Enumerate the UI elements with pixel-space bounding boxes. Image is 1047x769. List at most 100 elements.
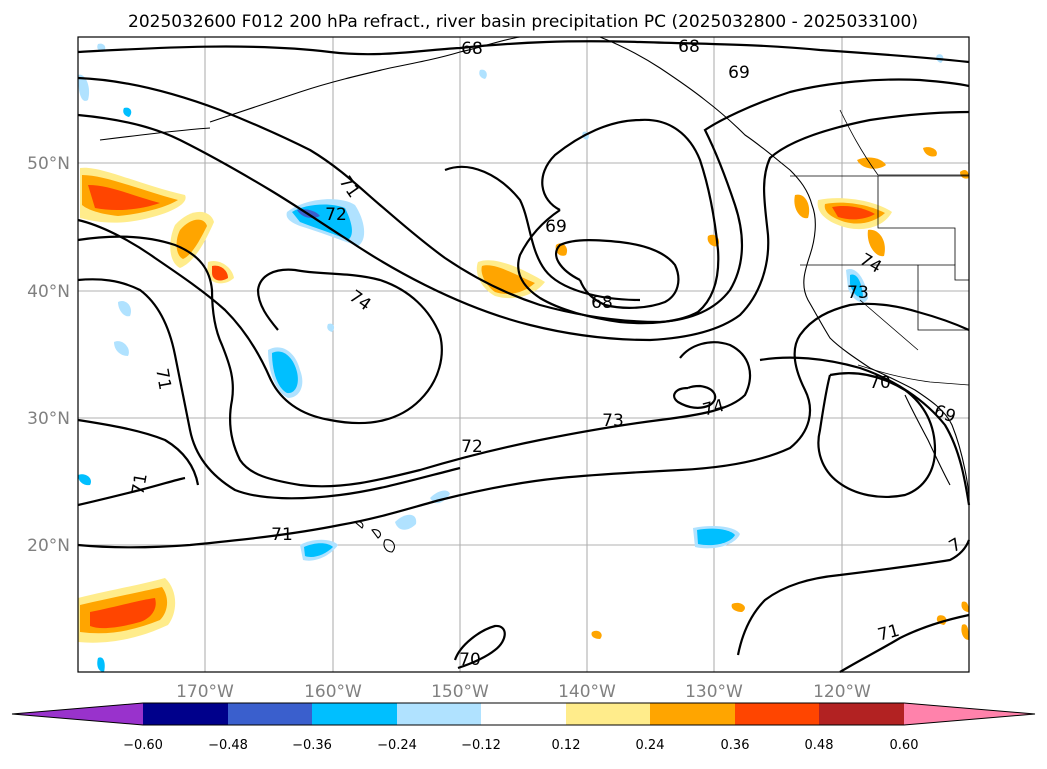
contour-label: 68 — [591, 293, 613, 313]
positive-anomaly-region — [88, 185, 160, 211]
colorbar-tick-label: −0.48 — [208, 738, 248, 753]
positive-anomaly-region — [923, 147, 937, 157]
colorbar-tick-label: 0.48 — [805, 738, 834, 753]
aleutian-coastline — [209, 36, 521, 123]
negative-anomaly-region — [78, 74, 90, 101]
negative-anomaly-region — [430, 490, 450, 504]
lon-label-160w: 160°W — [304, 682, 362, 702]
contour-69 — [77, 76, 970, 324]
contour-label: 70 — [869, 373, 891, 393]
negative-anomaly-region — [114, 341, 129, 356]
negative-anomaly-region — [395, 514, 417, 530]
negative-anomaly-region — [304, 543, 333, 557]
negative-anomaly-region — [479, 69, 487, 79]
lon-label-130w: 130°W — [685, 682, 743, 702]
colorbar-bin — [228, 703, 312, 725]
colorbar-tick-label: −0.12 — [461, 738, 501, 753]
contour-label: 69 — [728, 63, 750, 83]
contour-68 — [77, 40, 970, 64]
contour-73 — [77, 235, 752, 488]
lon-label-120w: 120°W — [813, 682, 871, 702]
positive-anomaly-region — [867, 229, 885, 257]
colorbar-tick-label: −0.24 — [377, 738, 417, 753]
negative-anomaly-region — [78, 474, 91, 486]
colorbar-tick-label: 0.24 — [636, 738, 665, 753]
negative-anomaly-region — [327, 323, 335, 332]
mexico-border — [857, 364, 970, 386]
colorbar-extend-max — [904, 703, 1035, 725]
contour-70-south — [453, 624, 506, 670]
latitude-labels: 50°N 40°N 30°N 20°N — [27, 154, 70, 556]
map-background — [78, 37, 969, 672]
colorbar: −0.60 −0.48 −0.36 −0.24 −0.12 0.12 0.24 … — [11, 702, 1036, 753]
colorbar-extend-min — [12, 703, 143, 725]
negative-anomaly-region — [850, 274, 863, 298]
positive-anomaly-region — [961, 624, 969, 640]
colorbar-bin — [650, 703, 735, 725]
colorbar-bin — [481, 703, 566, 725]
negative-anomaly-region — [123, 107, 132, 117]
positive-anomaly-region — [960, 170, 969, 179]
map-title: 2025032600 F012 200 hPa refract., river … — [128, 12, 918, 32]
state-border — [800, 264, 969, 281]
lat-label-40n: 40°N — [27, 282, 70, 302]
positive-anomaly-region — [212, 265, 228, 281]
contour-label: 72 — [461, 437, 483, 457]
lat-label-50n: 50°N — [27, 154, 70, 174]
colorbar-tick-label: 0.12 — [552, 738, 581, 753]
contour-label: 68 — [461, 39, 483, 59]
map-frame — [77, 36, 970, 673]
colorbar-bin — [566, 703, 650, 725]
colorbar-bin — [143, 703, 228, 725]
state-borders — [790, 109, 970, 386]
precip-anomaly-fills — [78, 43, 969, 672]
lat-label-20n: 20°N — [27, 536, 70, 556]
coastlines — [99, 36, 970, 553]
baja-coastline — [904, 394, 951, 486]
contour-label: 71 — [128, 472, 151, 497]
colorbar-bin — [735, 703, 819, 725]
positive-anomaly-region — [90, 598, 156, 629]
colorbar-bin — [819, 703, 904, 725]
colorbar-tick-label: 0.60 — [890, 738, 919, 753]
positive-anomaly-region — [961, 601, 969, 612]
negative-anomaly-region — [97, 657, 105, 672]
colorbar-ticks: −0.60 −0.48 −0.36 −0.24 −0.12 0.12 0.24 … — [123, 738, 918, 753]
state-border — [859, 299, 919, 351]
gridlines — [78, 37, 969, 672]
contour-71-se — [839, 613, 970, 673]
contour-label: 73 — [602, 411, 624, 431]
contour-71-left — [77, 418, 200, 486]
contour-74-small — [673, 384, 717, 409]
lon-label-140w: 140°W — [558, 682, 616, 702]
lon-label-150w: 150°W — [431, 682, 489, 702]
positive-anomaly-region — [731, 602, 745, 612]
lat-label-30n: 30°N — [27, 409, 70, 429]
map-panel: 68 68 69 69 68 71 72 74 71 71 71 73 72 7… — [77, 36, 971, 673]
canada-us-border — [839, 109, 969, 176]
contour-68-closed — [555, 239, 680, 309]
colorbar-tick-label: −0.36 — [292, 738, 332, 753]
refractivity-contours — [77, 40, 971, 673]
contour-70 — [77, 110, 970, 342]
colorbar-tick-label: 0.36 — [721, 738, 750, 753]
negative-anomaly-region — [272, 351, 298, 394]
contour-label: 73 — [847, 283, 869, 303]
contour-72 — [77, 278, 461, 500]
contour-label: 69 — [545, 217, 567, 237]
contour-71 — [77, 302, 970, 549]
contour-74 — [77, 218, 443, 425]
positive-anomaly-region — [857, 157, 886, 169]
colorbar-tick-label: −0.60 — [123, 738, 163, 753]
state-border — [877, 176, 956, 265]
contour-label: 70 — [459, 650, 481, 670]
contour-71-south — [736, 539, 971, 656]
contour-70-inner — [444, 165, 641, 302]
contour-label: 72 — [325, 205, 347, 225]
contour-69-closed — [517, 118, 720, 325]
negative-anomaly-region — [118, 300, 131, 317]
aleutian-west — [99, 127, 211, 141]
colorbar-bin — [397, 703, 481, 725]
contour-label: 71 — [151, 367, 174, 392]
negative-anomaly-region — [697, 528, 735, 546]
